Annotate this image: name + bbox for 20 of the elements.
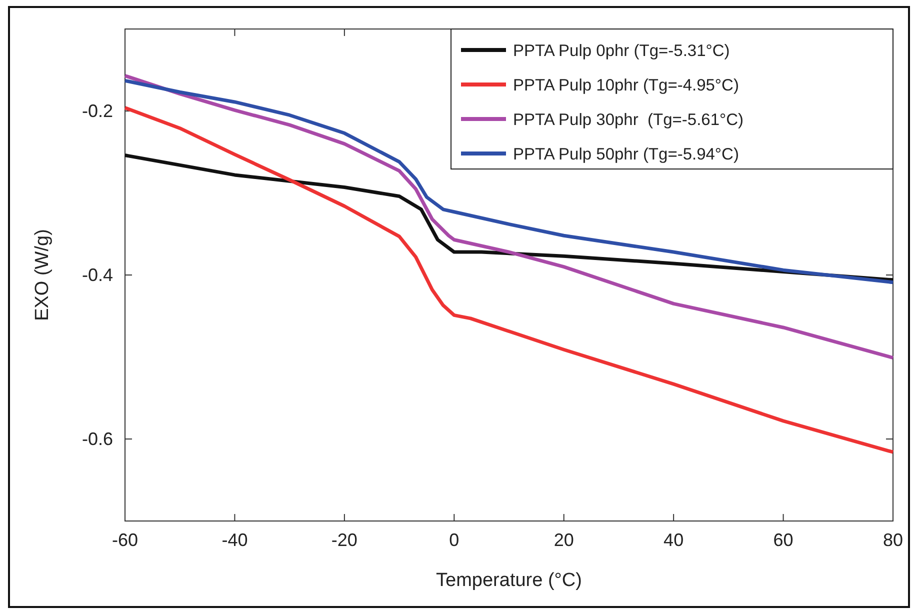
legend-label: PPTA Pulp 50phr (Tg=-5.94°C) <box>513 146 739 164</box>
legend-label: PPTA Pulp 10phr (Tg=-4.95°C) <box>513 76 739 94</box>
x-tick-label: 40 <box>664 530 684 550</box>
x-tick-label: 80 <box>882 530 904 550</box>
line-series <box>123 74 895 360</box>
x-tick-label: -60 <box>112 530 138 550</box>
y-tick-label: -0.4 <box>82 264 113 285</box>
x-tick-label: 20 <box>554 530 574 550</box>
y-axis-title: EXO (W/g) <box>32 229 53 321</box>
x-tick-label: 60 <box>773 530 794 550</box>
legend-label: PPTA Pulp 30phr (Tg=-5.61°C) <box>513 111 744 129</box>
line-series <box>123 106 895 454</box>
y-tick-label: -0.2 <box>82 100 113 121</box>
y-tick-label: -0.6 <box>82 428 113 449</box>
x-axis-title: Temperature (°C) <box>436 570 582 591</box>
legend-label: PPTA Pulp 0phr (Tg=-5.31°C) <box>513 42 730 60</box>
x-tick-label: -40 <box>222 530 248 550</box>
x-tick-label: 0 <box>449 530 460 550</box>
x-tick-label: -20 <box>331 530 358 550</box>
line-series <box>123 78 895 284</box>
